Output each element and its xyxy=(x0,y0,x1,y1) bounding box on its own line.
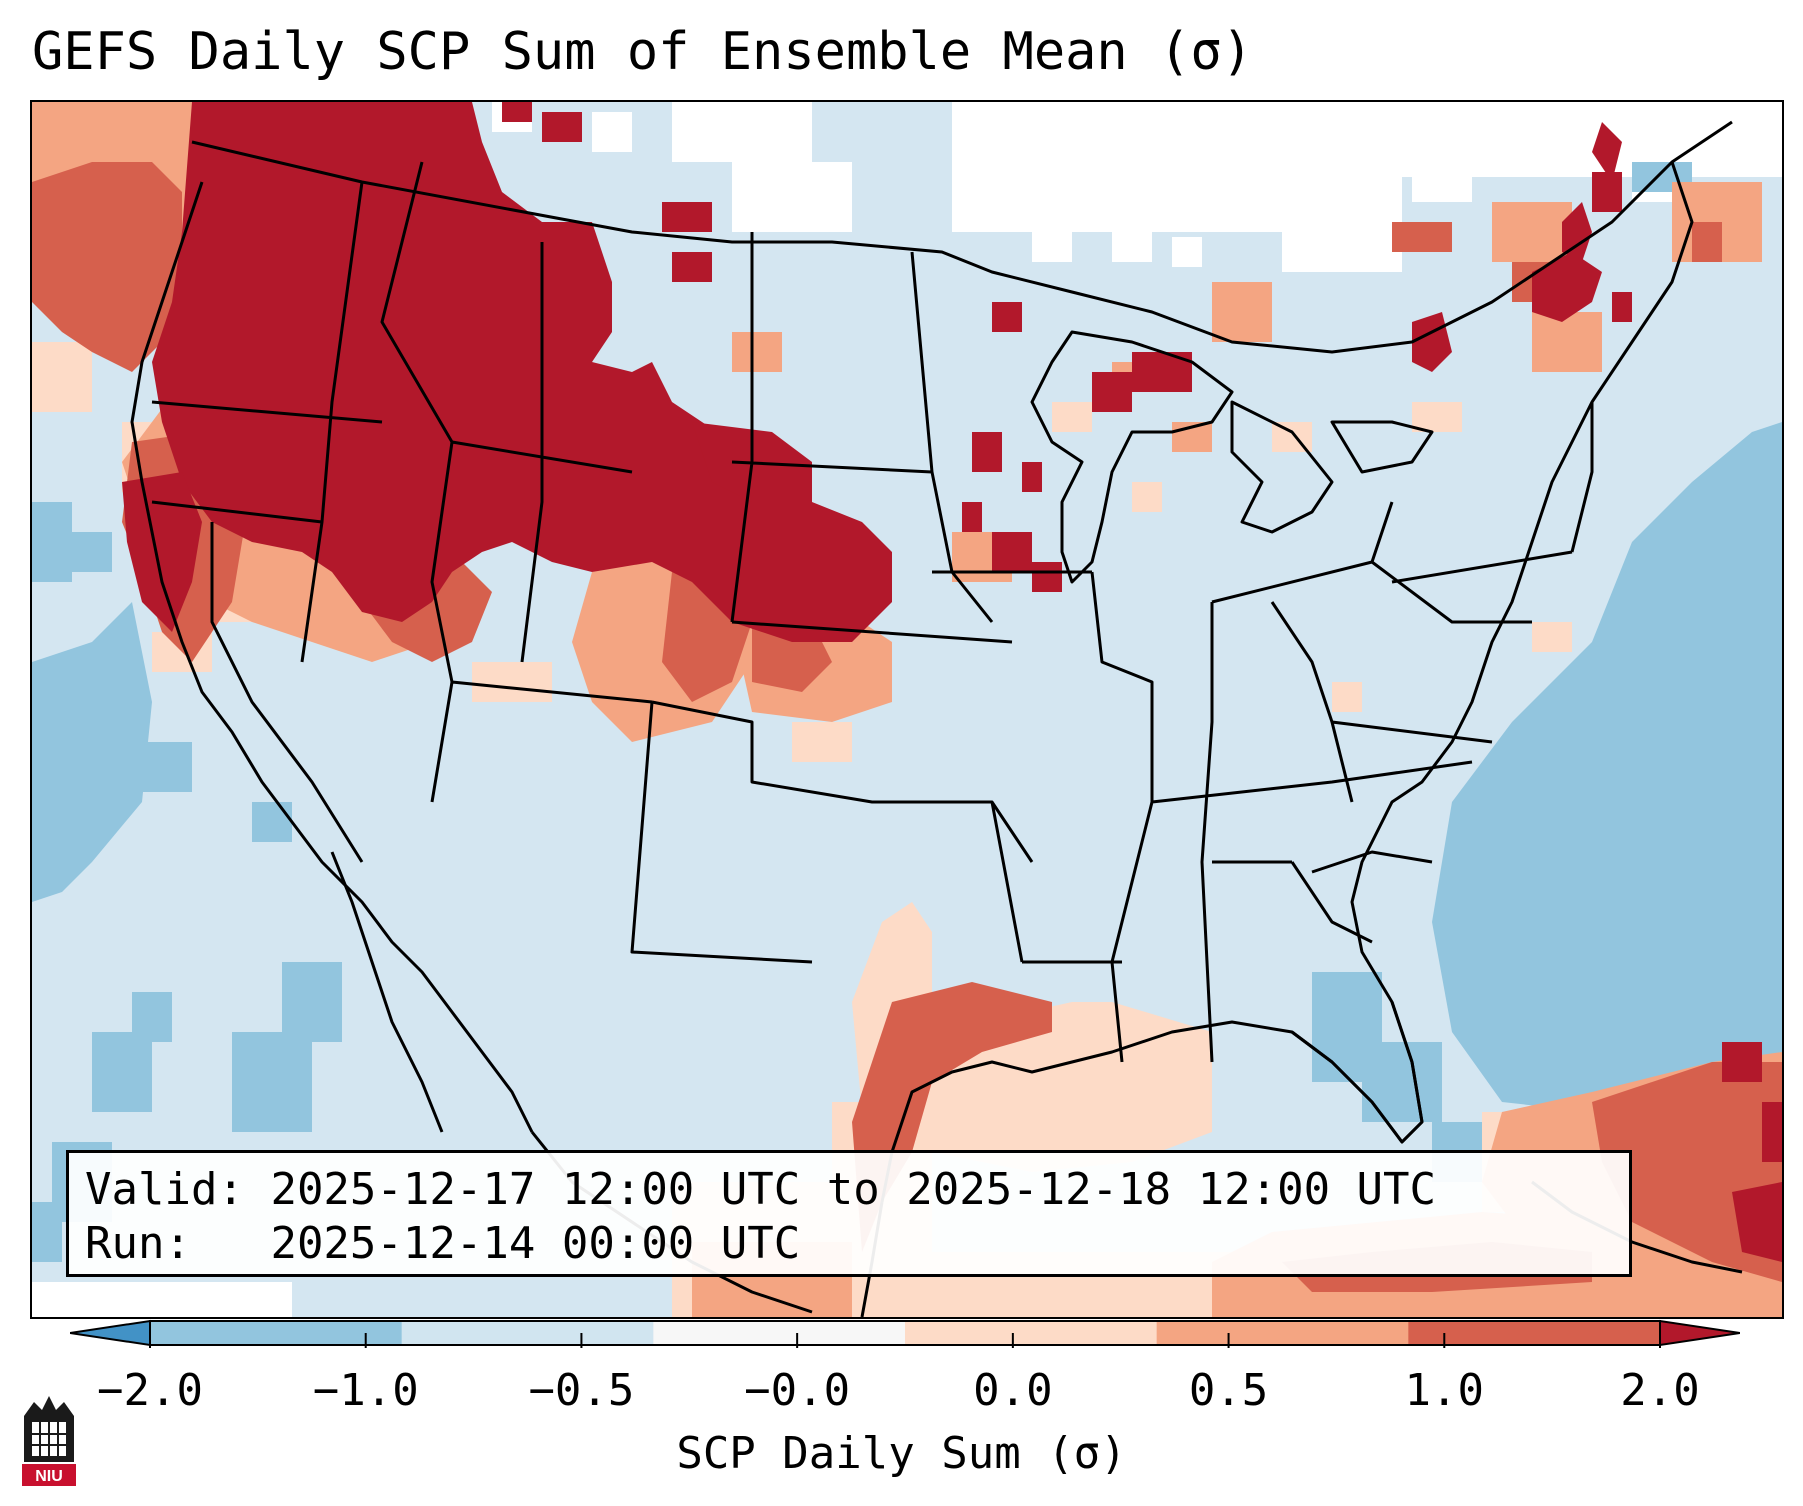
colorbar-extend-high xyxy=(1659,1319,1740,1347)
us-canada-border xyxy=(191,120,1733,354)
colorbar-segment xyxy=(1408,1321,1661,1345)
colorbar-label: SCP Daily Sum (σ) xyxy=(676,1428,1127,1479)
colorbar-tick-label: 1.0 xyxy=(1404,1365,1485,1416)
baja xyxy=(330,851,444,1133)
colorbar-segment xyxy=(150,1321,403,1345)
great-lakes xyxy=(1030,330,1234,584)
colorbar-segment xyxy=(401,1321,654,1345)
colorbar-tick-label: 0.5 xyxy=(1188,1365,1269,1416)
colorbar-tick-label: −1.0 xyxy=(312,1365,419,1416)
colorbar-tick-label: −0.0 xyxy=(744,1365,851,1416)
chart-title: GEFS Daily SCP Sum of Ensemble Mean (σ) xyxy=(32,22,1253,82)
colorbar xyxy=(70,1319,1740,1348)
map-panel xyxy=(30,100,1784,1319)
colorbar-tick-label: 0.0 xyxy=(973,1365,1053,1416)
valid-value: 2025-12-17 12:00 UTC to 2025-12-18 12:00… xyxy=(270,1164,1437,1215)
valid-label: Valid: xyxy=(85,1164,244,1215)
boundaries xyxy=(130,120,1743,1317)
us-coastline-west xyxy=(130,181,534,1133)
us-coastline-east xyxy=(880,161,1694,1203)
state-lines-west xyxy=(151,161,1092,964)
colorbar-segment xyxy=(653,1321,906,1345)
niu-logo-icon: NIU xyxy=(22,1396,76,1486)
colorbar-tick-label: −2.0 xyxy=(97,1365,203,1416)
colorbar-tick-label: 2.0 xyxy=(1620,1365,1700,1416)
colorbar-tick-label: −0.5 xyxy=(528,1365,635,1416)
colorbar-extend-low xyxy=(70,1319,151,1347)
florida xyxy=(1291,1001,1424,1144)
lake-erie-ontario xyxy=(1230,400,1434,534)
logo-text: NIU xyxy=(35,1468,63,1485)
colorbar-ticks xyxy=(149,1333,1661,1348)
map-svg xyxy=(32,102,1782,1317)
colorbar-segment xyxy=(905,1321,1158,1345)
valid-run-info-box: Valid: 2025-12-17 12:00 UTC to 2025-12-1… xyxy=(66,1150,1632,1277)
run-value: 2025-12-14 00:00 UTC xyxy=(270,1218,801,1269)
colorbar-segment xyxy=(1156,1321,1409,1345)
positive-field-highest xyxy=(122,102,1782,1262)
run-label: Run: xyxy=(85,1218,191,1269)
colorbar-segments xyxy=(70,1319,1740,1347)
state-lines-east xyxy=(1022,402,1594,1063)
